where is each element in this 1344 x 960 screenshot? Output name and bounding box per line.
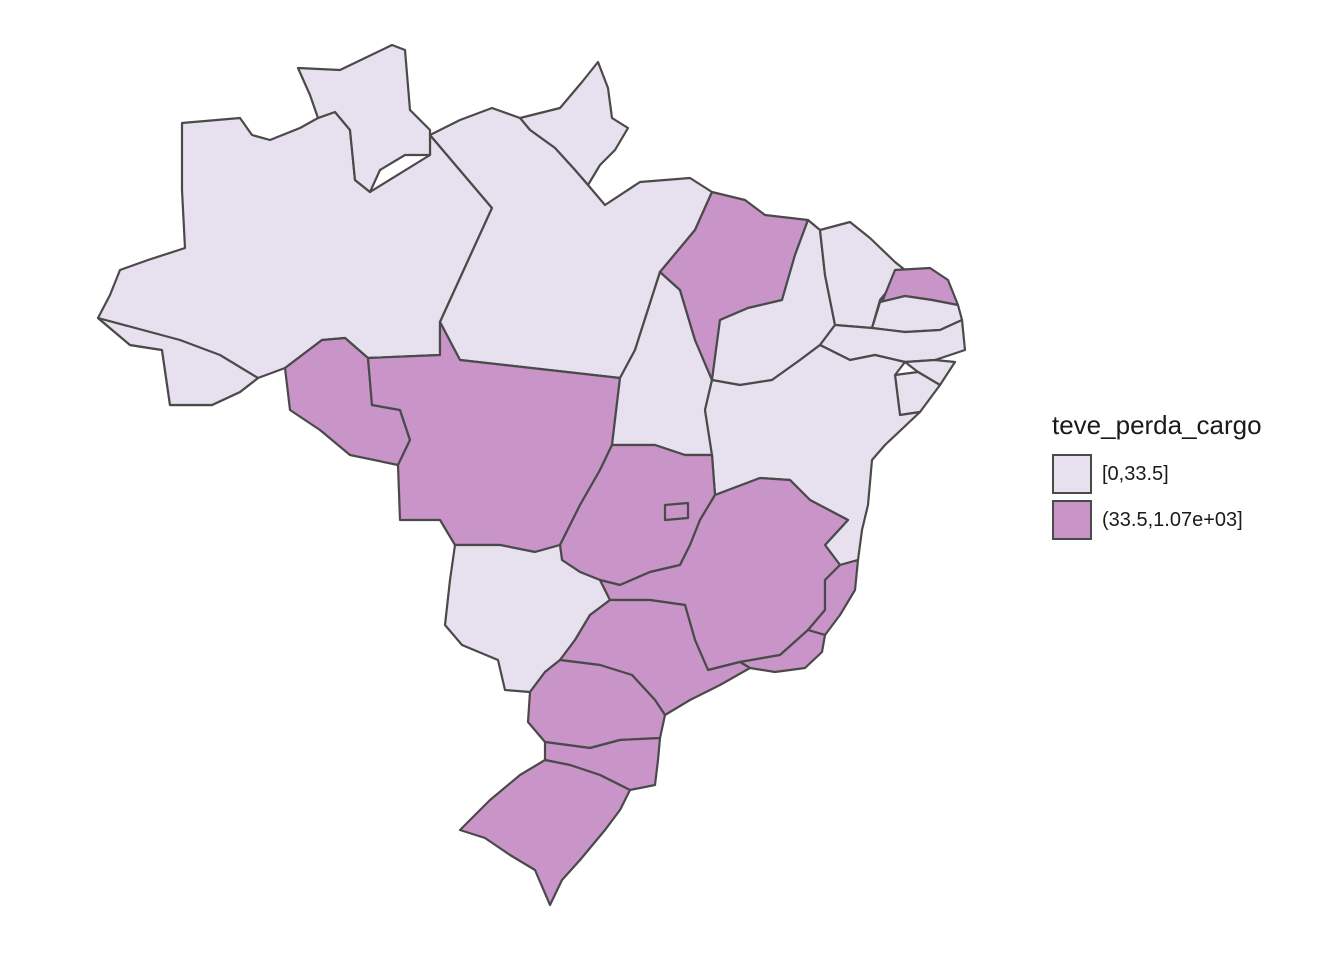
legend-swatch [1052,454,1092,494]
state-SP [558,598,752,717]
legend-label: [0,33.5] [1102,462,1169,485]
legend-label: (33.5,1.07e+03] [1102,508,1243,531]
state-RS [458,758,632,907]
legend-item: [0,33.5] [1052,451,1312,497]
legend-swatch [1052,500,1092,540]
state-AL [903,358,957,387]
legend-title: teve_perda_cargo [1052,410,1262,440]
legend-item: (33.5,1.07e+03] [1052,497,1312,543]
state-RR [296,43,432,194]
legend: teve_perda_cargo [0,33.5] (33.5,1.07e+03… [1052,410,1312,543]
state-DF [663,501,690,522]
state-AC [96,316,260,407]
